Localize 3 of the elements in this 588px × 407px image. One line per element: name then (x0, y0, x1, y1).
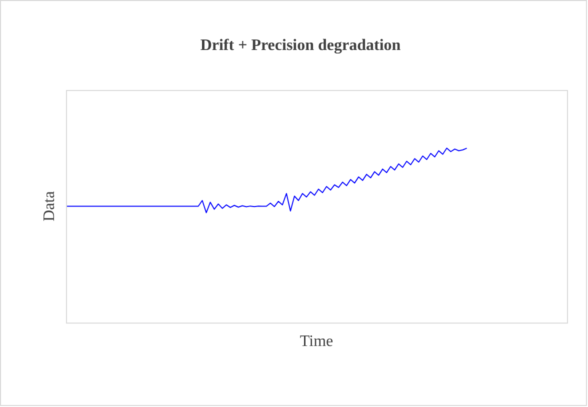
chart-title: Drift + Precision degradation (200, 37, 401, 54)
x-axis-title: Time (300, 332, 334, 350)
y-axis-title: Data (41, 191, 58, 222)
